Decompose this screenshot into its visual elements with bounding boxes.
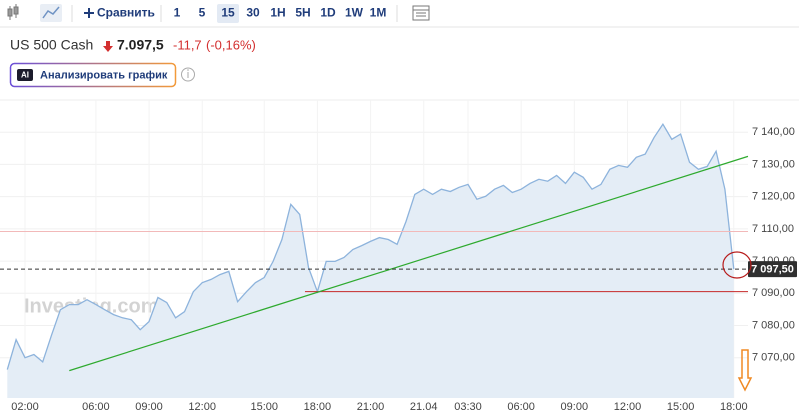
interval-button[interactable]: 30 (246, 6, 260, 20)
annotation-circle (722, 251, 752, 279)
compare-label[interactable]: Сравнить (97, 6, 155, 20)
price-line (6, 122, 735, 370)
interval-button[interactable]: 5H (295, 6, 310, 20)
table-icon[interactable] (412, 5, 430, 21)
interval-button[interactable]: 1H (270, 6, 285, 20)
interval-button[interactable]: 1 (174, 6, 181, 20)
interval-selected (217, 4, 239, 23)
y-tick-label: 7 110,00 (752, 223, 794, 235)
x-tick-label: 15:00 (667, 401, 695, 413)
x-tick-label: 06:00 (82, 401, 110, 413)
y-tick-label: 7 080,00 (752, 319, 795, 331)
chart: Investing.com7 070,007 080,007 090,007 1… (0, 100, 797, 413)
ai-badge: AI (21, 71, 29, 80)
toolbar (0, 0, 799, 27)
x-tick-label: 12:00 (614, 401, 642, 413)
trendline (69, 155, 749, 372)
change-percent: (-0,16%) (206, 37, 256, 52)
interval-button[interactable]: 1W (345, 6, 364, 20)
last-price-label: 7 097,50 (751, 264, 794, 276)
x-tick-label: 09:00 (561, 401, 589, 413)
price: 7.097,5 (117, 37, 164, 53)
last-price-box (748, 261, 797, 278)
y-tick-label: 7 140,00 (752, 126, 795, 138)
ai-label[interactable]: Анализировать график (40, 69, 168, 81)
x-tick-label: 18:00 (720, 401, 748, 413)
x-tick-label: 09:00 (135, 401, 163, 413)
interval-button[interactable]: 1D (320, 6, 336, 20)
x-tick-label: 02:00 (11, 401, 39, 413)
symbol: US 500 Cash (10, 37, 93, 53)
x-tick-label: 21:00 (357, 401, 385, 413)
y-tick-label: 7 090,00 (752, 287, 795, 299)
x-tick-label: 03:30 (454, 401, 482, 413)
area-icon[interactable] (40, 4, 62, 22)
y-tick-label: 7 130,00 (752, 158, 795, 170)
change: -11,7 (173, 37, 202, 52)
info-icon[interactable] (181, 67, 195, 82)
x-tick-label: 15:00 (250, 401, 278, 413)
x-tick-label: 18:00 (304, 401, 332, 413)
annotation-arrow (737, 349, 753, 392)
interval-button[interactable]: 15 (221, 6, 235, 20)
interval-button[interactable]: 1M (370, 6, 387, 20)
x-tick-label: 12:00 (188, 401, 216, 413)
x-tick-label: 21.04 (410, 401, 438, 413)
area-fill (7, 124, 734, 398)
y-tick-label: 7 120,00 (752, 191, 795, 203)
y-tick-label: 7 070,00 (752, 352, 795, 364)
compare-button[interactable]: Сравнить (84, 6, 155, 20)
ai-button[interactable]: AI Анализировать график (9, 62, 177, 88)
interval-button[interactable]: 5 (199, 6, 206, 20)
x-tick-label: 06:00 (507, 401, 535, 413)
down-arrow (103, 41, 113, 52)
candle-icon[interactable] (7, 4, 19, 20)
interval-group: 1 5 15 30 1H 5H 1D 1W 1M (174, 4, 387, 23)
